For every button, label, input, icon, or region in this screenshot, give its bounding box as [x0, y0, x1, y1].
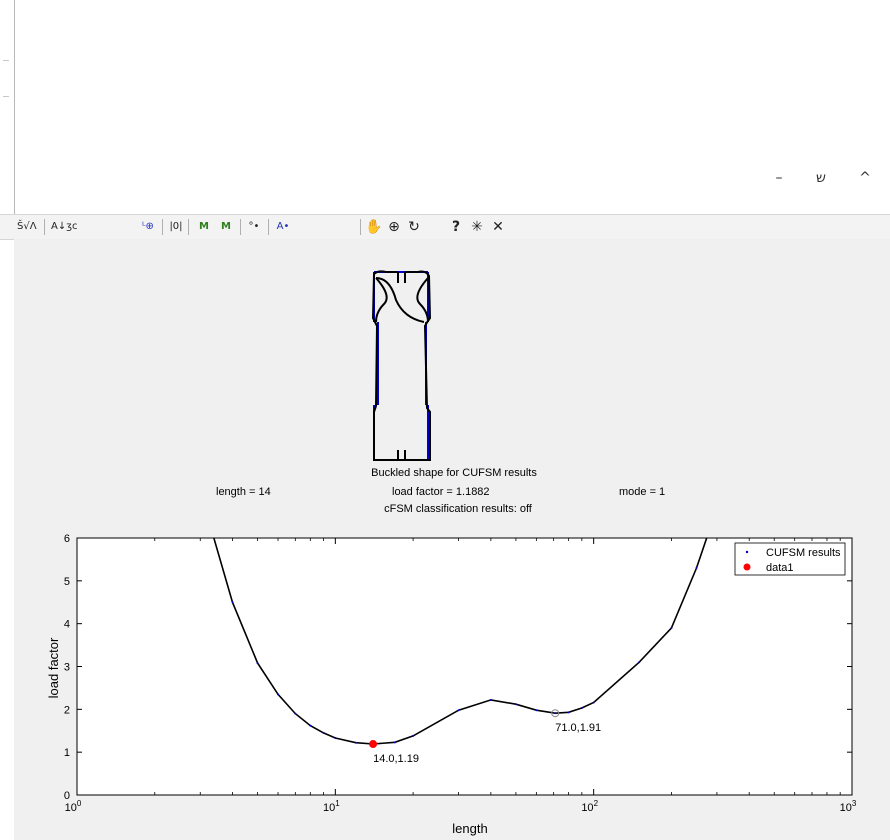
- point-annotation: 71.0,1.91: [555, 722, 601, 734]
- legend[interactable]: CUFSM results data1: [734, 542, 846, 576]
- cufsm-result-point[interactable]: [412, 734, 415, 737]
- zoom-in-icon[interactable]: ⊕: [388, 219, 400, 235]
- cufsm-result-point[interactable]: [592, 701, 595, 704]
- y-axis: 0 1 2 3 4 5 6: [64, 533, 852, 802]
- figure-toolbar: Š√Λ A↓ʒc ᴸ⊕ |0| M M °• A• ✋ ⊕ ↻ ? ✳ ✕: [0, 214, 890, 240]
- toolbar-separator: [268, 219, 269, 235]
- y-tick-label: 5: [64, 576, 70, 588]
- y-tick-label: 1: [64, 747, 70, 759]
- cufsm-result-point[interactable]: [535, 709, 538, 712]
- shape-title: Buckled shape for CUFSM results: [371, 467, 537, 479]
- y-tick-label: 4: [64, 619, 70, 631]
- deformed-section: [371, 270, 432, 461]
- toolbar-separator: [188, 219, 189, 235]
- restore-icon[interactable]: ש: [816, 170, 826, 186]
- length-readout: length = 14: [216, 486, 271, 498]
- property-editor-icon[interactable]: °•: [248, 221, 260, 232]
- local-min-marker[interactable]: [551, 709, 560, 718]
- legend-data1-marker: [743, 563, 751, 571]
- cufsm-result-point[interactable]: [638, 661, 641, 664]
- markers-layer: 14.0,1.19 71.0,1.91: [369, 709, 601, 765]
- panel-tick: [3, 96, 9, 97]
- data1-point[interactable]: [369, 740, 378, 749]
- cufsm-result-point[interactable]: [294, 712, 297, 715]
- mode-readout: mode = 1: [619, 486, 665, 498]
- load-factor-readout: load factor = 1.1882: [392, 486, 490, 498]
- cufsm-result-point[interactable]: [334, 737, 337, 740]
- classification-readout: cFSM classification results: off: [384, 503, 533, 515]
- cufsm-result-point[interactable]: [277, 693, 280, 696]
- legend-data1-label: data1: [766, 562, 794, 574]
- legend-cufsm-marker: [745, 550, 749, 554]
- legend-cufsm-label: CUFSM results: [766, 547, 841, 559]
- x-tick-label: 101: [323, 799, 340, 814]
- x-tick-label: 100: [65, 799, 82, 814]
- toolbar-separator: [360, 219, 361, 235]
- cufsm-result-point[interactable]: [567, 711, 570, 714]
- cufsm-result-point[interactable]: [354, 741, 357, 744]
- legend-box: [734, 542, 846, 576]
- insert-axes-icon[interactable]: ᴸ⊕: [142, 221, 154, 232]
- zero-level-icon[interactable]: |0|: [169, 221, 183, 232]
- y-axis-label: load factor: [46, 637, 61, 698]
- y-tick-label: 6: [64, 533, 70, 545]
- help-icon[interactable]: ?: [451, 219, 461, 235]
- cufsm-result-point[interactable]: [489, 698, 492, 701]
- y-tick-label: 0: [64, 790, 70, 802]
- cufsm-result-point[interactable]: [554, 712, 557, 715]
- window-controls: – ש ^: [760, 168, 890, 190]
- cufsm-result-point[interactable]: [393, 741, 396, 744]
- x-axis-label: length: [452, 821, 487, 836]
- undeformed-section: [373, 271, 429, 461]
- chevron-up-icon[interactable]: ^: [859, 170, 871, 186]
- text-annotation-icon[interactable]: A•: [276, 221, 290, 232]
- cufsm-result-point[interactable]: [514, 703, 517, 706]
- pan-hand-icon[interactable]: ✋: [365, 219, 383, 235]
- rotate-icon[interactable]: ↻: [408, 219, 420, 235]
- cufsm-result-point[interactable]: [256, 662, 259, 665]
- buckled-shape: [371, 270, 432, 461]
- sort-text-icon[interactable]: A↓ʒc: [51, 221, 78, 232]
- y-tick-label: 2: [64, 704, 70, 716]
- plot-axes[interactable]: [76, 537, 853, 796]
- mode-icon[interactable]: M: [199, 221, 209, 232]
- minimize-icon[interactable]: –: [775, 170, 783, 186]
- cufsm-result-point[interactable]: [322, 731, 325, 734]
- point-annotation: 14.0,1.19: [373, 753, 419, 765]
- x-tick-label: 102: [581, 799, 598, 814]
- cufsm-result-point[interactable]: [309, 724, 312, 727]
- data-cursor-icon[interactable]: ✳: [471, 219, 483, 235]
- y-tick-label: 3: [64, 662, 70, 674]
- close-figure-icon[interactable]: ✕: [492, 219, 504, 235]
- toolbar-separator: [162, 219, 163, 235]
- cufsm-result-point[interactable]: [580, 707, 583, 710]
- cufsm-result-point[interactable]: [203, 503, 205, 505]
- cufsm-results-line: [213, 538, 708, 745]
- toolbar-separator: [240, 219, 241, 235]
- cufsm-result-point[interactable]: [670, 626, 673, 629]
- cufsm-result-point[interactable]: [457, 709, 460, 712]
- cufsm-shape-icon[interactable]: Š√Λ: [17, 221, 37, 232]
- x-tick-label: 103: [840, 799, 857, 814]
- cufsm-result-point[interactable]: [231, 601, 234, 604]
- cufsm-result-point[interactable]: [716, 507, 718, 509]
- mode-next-icon[interactable]: M: [221, 221, 231, 232]
- toolbar-separator: [44, 219, 45, 235]
- cufsm-result-point[interactable]: [695, 566, 698, 569]
- panel-tick: [3, 60, 9, 61]
- cufsm-results-series: [203, 503, 718, 746]
